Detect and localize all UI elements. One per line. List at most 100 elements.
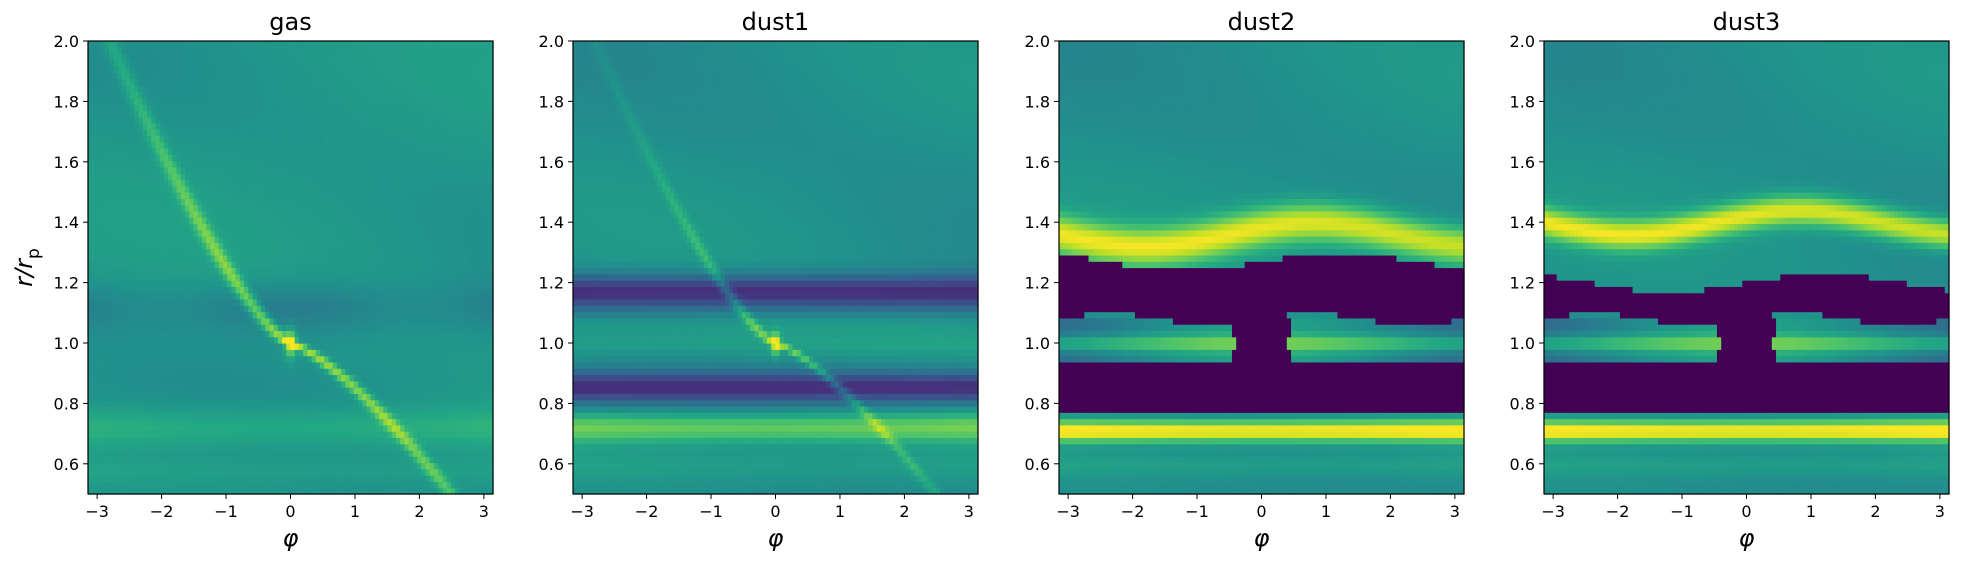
heatmap-cell	[307, 273, 313, 281]
heatmap-cell	[277, 286, 283, 294]
heatmap-cell	[328, 166, 334, 174]
heatmap-cell	[227, 468, 233, 476]
heatmap-cell	[172, 349, 178, 357]
heatmap-cell	[438, 242, 443, 250]
heatmap-cell	[201, 223, 207, 231]
heatmap-cell	[404, 405, 410, 413]
heatmap-cell	[476, 418, 481, 426]
heatmap-cell	[484, 481, 490, 489]
heatmap-cell	[256, 217, 262, 225]
heatmap-cell	[185, 223, 190, 231]
heatmap-cell	[244, 179, 249, 187]
heatmap-cell	[459, 380, 465, 388]
heatmap-cell	[88, 387, 93, 394]
heatmap-cell	[282, 393, 287, 401]
heatmap-cell	[412, 229, 418, 237]
heatmap-cell	[206, 449, 211, 457]
heatmap-cell	[265, 481, 271, 489]
heatmap-cell	[387, 305, 393, 313]
heatmap-cell	[138, 387, 144, 394]
heatmap-cell	[404, 424, 410, 432]
heatmap-cell	[421, 443, 427, 451]
heatmap-cell	[450, 393, 456, 401]
heatmap-cell	[391, 330, 397, 338]
heatmap-cell	[311, 481, 317, 489]
heatmap-cell	[433, 242, 439, 250]
heatmap-cell	[349, 462, 355, 470]
heatmap-cell	[223, 185, 228, 193]
heatmap-cell	[315, 349, 321, 357]
heatmap-cell	[328, 311, 334, 319]
heatmap-cell	[113, 204, 119, 212]
heatmap-cell	[467, 324, 473, 332]
heatmap-cell	[189, 380, 195, 388]
heatmap-cell	[168, 431, 173, 438]
heatmap-cell	[290, 399, 296, 407]
heatmap-cell	[484, 185, 490, 193]
heatmap-cell	[442, 229, 448, 237]
heatmap-cell	[248, 355, 254, 363]
heatmap-cell	[227, 198, 233, 206]
heatmap-cell	[244, 336, 249, 344]
heatmap-cell	[429, 267, 435, 275]
heatmap-cell	[488, 374, 494, 382]
heatmap-cell	[362, 223, 368, 231]
heatmap-cell	[121, 305, 127, 313]
heatmap-cell	[476, 273, 481, 281]
heatmap-cell	[455, 204, 460, 212]
heatmap-cell	[315, 437, 321, 445]
heatmap-cell	[328, 267, 334, 275]
heatmap-cell	[193, 412, 199, 420]
heatmap-cell	[459, 204, 465, 212]
heatmap-cell	[121, 361, 127, 369]
heatmap-cell	[92, 217, 98, 225]
heatmap-cell	[463, 286, 469, 294]
heatmap-cell	[412, 311, 418, 319]
heatmap-cell	[282, 349, 287, 357]
heatmap-cell	[159, 317, 165, 325]
heatmap-cell	[125, 449, 131, 457]
heatmap-cell	[324, 223, 330, 231]
heatmap-cell	[96, 267, 102, 275]
heatmap-cell	[324, 336, 330, 344]
heatmap-cell	[197, 248, 203, 256]
heatmap-cell	[88, 261, 93, 269]
heatmap-cell	[138, 343, 144, 350]
heatmap-cell	[269, 487, 275, 495]
heatmap-cell	[223, 273, 228, 281]
heatmap-cell	[121, 267, 127, 275]
heatmap-cell	[277, 242, 283, 250]
heatmap-cell	[223, 166, 228, 174]
heatmap-cell	[210, 286, 216, 294]
heatmap-cell	[113, 173, 119, 181]
heatmap-cell	[180, 380, 186, 388]
heatmap-cell	[374, 380, 380, 388]
heatmap-cell	[400, 387, 406, 394]
heatmap-cell	[391, 424, 397, 432]
heatmap-cell	[176, 242, 182, 250]
heatmap-cell	[235, 361, 241, 369]
heatmap-cell	[231, 223, 237, 231]
heatmap-cell	[172, 475, 178, 483]
heatmap-cell	[172, 405, 178, 413]
heatmap-cell	[412, 173, 418, 181]
heatmap-cell	[96, 330, 102, 338]
heatmap-cell	[193, 192, 199, 199]
heatmap-cell	[155, 248, 161, 256]
heatmap-cell	[138, 242, 144, 250]
heatmap-cell	[273, 405, 279, 413]
heatmap-cell	[244, 418, 249, 426]
heatmap-cell	[345, 311, 351, 319]
heatmap-cell	[282, 405, 287, 413]
heatmap-cell	[320, 387, 325, 394]
heatmap-cell	[223, 324, 228, 332]
heatmap-cell	[353, 330, 359, 338]
heatmap-cell	[256, 204, 262, 212]
heatmap-cell	[450, 475, 456, 483]
heatmap-cell	[336, 443, 342, 451]
heatmap-cell	[151, 456, 157, 464]
heatmap-cell	[201, 267, 207, 275]
heatmap-cell	[235, 443, 241, 451]
heatmap-cell	[260, 242, 266, 250]
heatmap-cell	[336, 349, 342, 357]
